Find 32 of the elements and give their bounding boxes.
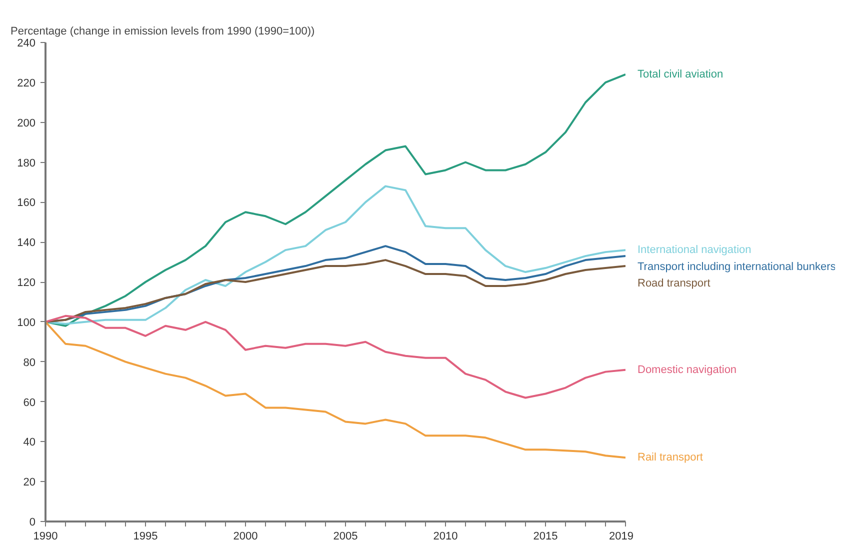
y-tick-label: 140 <box>17 237 36 250</box>
line-series <box>46 320 626 459</box>
y-tick-label: 240 <box>17 38 36 50</box>
x-tick-label: 2019 <box>609 530 634 542</box>
y-tick-label: 160 <box>17 197 36 210</box>
y-tick-label: 40 <box>23 436 36 449</box>
line-series <box>46 185 626 325</box>
series-label: International navigation <box>638 244 752 256</box>
y-tick-label: 0 <box>29 516 36 528</box>
series-label: Road transport <box>638 277 710 290</box>
x-tick-label: 2005 <box>333 530 358 542</box>
y-tick-label: 20 <box>23 476 36 489</box>
series-label: Rail transport <box>638 452 703 464</box>
y-tick-label: 100 <box>17 316 36 329</box>
y-tick-label: 200 <box>17 117 36 130</box>
y-axis-title: Percentage (change in emission levels from 1990 (1990=100)) <box>10 26 315 38</box>
series-label: Total civil aviation <box>638 68 724 80</box>
y-tick-label: 120 <box>17 277 36 289</box>
series-label: Domestic navigation <box>638 364 737 376</box>
y-tick-label: 180 <box>17 157 36 170</box>
y-tick-label: 60 <box>23 396 36 409</box>
line-series <box>46 314 626 399</box>
y-tick-label: 80 <box>23 356 36 369</box>
x-tick-label: 2015 <box>533 530 558 542</box>
x-tick-label: 2010 <box>433 530 458 542</box>
line-series <box>46 73 626 327</box>
line-series <box>46 259 626 323</box>
series-label: Transport including international bunkers <box>638 260 836 273</box>
x-tick-label: 1990 <box>33 530 58 542</box>
x-tick-label: 1995 <box>133 530 158 542</box>
x-tick-label: 2000 <box>233 530 258 542</box>
y-tick-label: 220 <box>17 77 36 90</box>
